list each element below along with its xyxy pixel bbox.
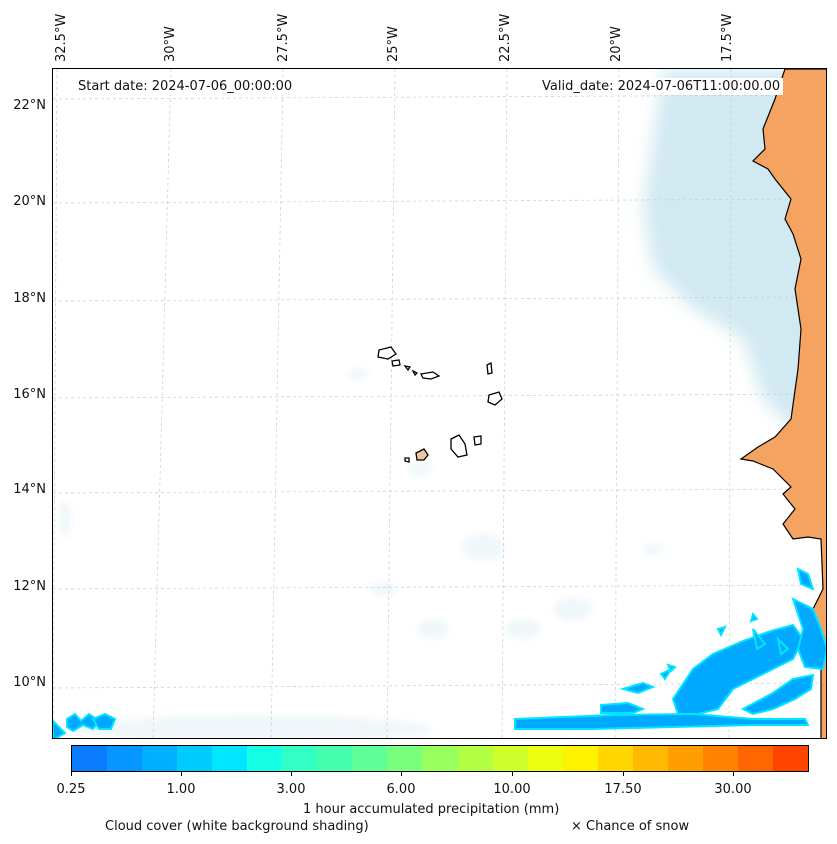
colorbar-swatch-8 bbox=[352, 746, 388, 771]
colorbar-tickmark bbox=[733, 772, 734, 776]
colorbar-tick-0: 0.25 bbox=[56, 782, 86, 797]
colorbar-tick-6: 30.00 bbox=[714, 782, 752, 797]
colorbar-swatch-20 bbox=[772, 746, 808, 771]
colorbar-swatch-5 bbox=[247, 746, 283, 771]
colorbar-tick-4: 10.00 bbox=[493, 782, 531, 797]
colorbar-swatch-7 bbox=[317, 746, 353, 771]
cape-verde-islands bbox=[377, 346, 503, 463]
colorbar-tickmark bbox=[181, 772, 182, 776]
lat-label-14n: 14°N bbox=[13, 482, 46, 497]
snow-chance-note: × Chance of snow bbox=[571, 819, 690, 834]
lon-label-27-5w: 27.5°W bbox=[276, 13, 291, 62]
colorbar-swatch-18 bbox=[702, 746, 738, 771]
lon-label-32-5w: 32.5°W bbox=[54, 13, 69, 62]
colorbar-swatch-11 bbox=[457, 746, 493, 771]
colorbar-swatch-4 bbox=[212, 746, 248, 771]
lon-label-30w: 30°W bbox=[163, 26, 178, 62]
lat-label-12n: 12°N bbox=[13, 579, 46, 594]
start-date-label: Start date: 2024-07-06_00:00:00 bbox=[75, 78, 296, 95]
colorbar-swatch-16 bbox=[632, 746, 668, 771]
colorbar-swatch-13 bbox=[527, 746, 563, 771]
colorbar-swatch-15 bbox=[597, 746, 633, 771]
map-canvas bbox=[53, 69, 826, 738]
colorbar-swatch-6 bbox=[282, 746, 318, 771]
colorbar-tickmark bbox=[71, 772, 72, 776]
graticule bbox=[53, 69, 826, 738]
colorbar-tickmark bbox=[401, 772, 402, 776]
lat-label-20n: 20°N bbox=[13, 194, 46, 209]
colorbar-swatch-17 bbox=[667, 746, 703, 771]
colorbar-tickmark bbox=[623, 772, 624, 776]
colorbar-tick-3: 6.00 bbox=[386, 782, 416, 797]
colorbar-tick-1: 1.00 bbox=[166, 782, 196, 797]
colorbar-swatch-1 bbox=[107, 746, 143, 771]
precipitation-areas bbox=[53, 567, 826, 738]
colorbar-title: 1 hour accumulated precipitation (mm) bbox=[303, 802, 560, 817]
colorbar-swatch-3 bbox=[177, 746, 213, 771]
africa-landmass bbox=[739, 69, 826, 738]
lon-label-25w: 25°W bbox=[386, 26, 401, 62]
colorbar-tickmark bbox=[512, 772, 513, 776]
precipitation-colorbar bbox=[71, 745, 809, 772]
cloud-cover-note: Cloud cover (white background shading) bbox=[105, 819, 369, 834]
lat-label-22n: 22°N bbox=[13, 98, 46, 113]
colorbar-swatch-0 bbox=[72, 746, 108, 771]
colorbar-swatch-12 bbox=[492, 746, 528, 771]
lon-label-22-5w: 22.5°W bbox=[498, 13, 513, 62]
colorbar-tick-5: 17.50 bbox=[604, 782, 642, 797]
colorbar-swatch-19 bbox=[737, 746, 773, 771]
colorbar-swatch-10 bbox=[422, 746, 458, 771]
cloud-speckles bbox=[59, 368, 663, 738]
lon-label-17-5w: 17.5°W bbox=[720, 13, 735, 62]
lat-label-10n: 10°N bbox=[13, 675, 46, 690]
lat-label-16n: 16°N bbox=[13, 387, 46, 402]
colorbar-swatch-14 bbox=[562, 746, 598, 771]
lon-label-20w: 20°W bbox=[609, 26, 624, 62]
valid-date-label: Valid_date: 2024-07-06T11:00:00.00 bbox=[539, 78, 784, 95]
lat-label-18n: 18°N bbox=[13, 291, 46, 306]
colorbar-tick-2: 3.00 bbox=[276, 782, 306, 797]
colorbar-swatch-2 bbox=[142, 746, 178, 771]
colorbar-tickmark bbox=[291, 772, 292, 776]
colorbar-swatch-9 bbox=[387, 746, 423, 771]
map-panel[interactable]: Start date: 2024-07-06_00:00:00 Valid_da… bbox=[52, 68, 827, 739]
